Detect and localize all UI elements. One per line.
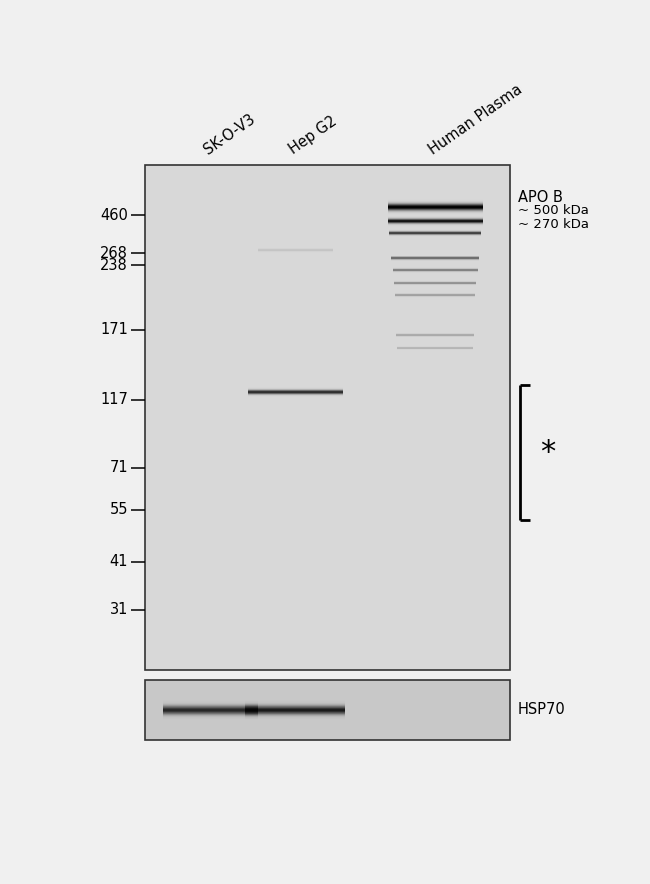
Text: APO B: APO B <box>518 189 563 204</box>
Text: *: * <box>540 438 555 467</box>
Bar <box>145 165 510 670</box>
Text: HSP70: HSP70 <box>518 703 566 718</box>
Text: 171: 171 <box>100 323 128 338</box>
Text: 55: 55 <box>109 502 128 517</box>
Text: Human Plasma: Human Plasma <box>426 81 525 157</box>
Text: 268: 268 <box>100 246 128 261</box>
Text: 71: 71 <box>109 461 128 476</box>
Text: 31: 31 <box>110 603 128 618</box>
Text: ~ 270 kDa: ~ 270 kDa <box>518 218 589 232</box>
Bar <box>145 680 510 740</box>
Text: 460: 460 <box>100 208 128 223</box>
Text: 117: 117 <box>100 392 128 408</box>
Text: 238: 238 <box>100 257 128 272</box>
Text: Hep G2: Hep G2 <box>287 113 340 157</box>
Text: 41: 41 <box>109 554 128 569</box>
Text: SK-O-V3: SK-O-V3 <box>202 111 258 157</box>
Text: ~ 500 kDa: ~ 500 kDa <box>518 203 589 217</box>
